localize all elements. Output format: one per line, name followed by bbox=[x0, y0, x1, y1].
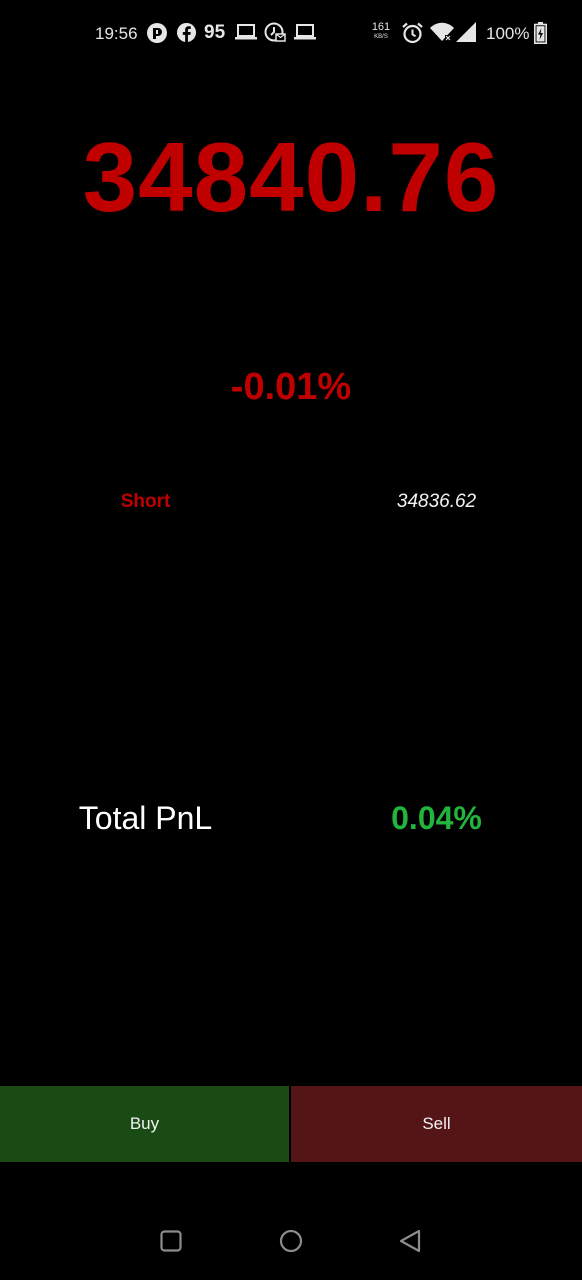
total-pnl-label: Total PnL bbox=[78, 800, 213, 836]
sell-button[interactable]: Sell bbox=[291, 1086, 582, 1162]
network-speed-unit: KB/S bbox=[374, 34, 388, 40]
notification-count: 95 bbox=[204, 22, 226, 43]
network-speed-value: 161 bbox=[371, 21, 391, 33]
mail-clock-icon bbox=[264, 22, 286, 42]
signal-icon bbox=[456, 22, 476, 42]
laptop-icon bbox=[235, 24, 257, 40]
app-icon bbox=[147, 23, 167, 43]
battery-charging-icon bbox=[534, 22, 547, 44]
home-icon[interactable] bbox=[272, 1222, 310, 1260]
network-speed: 161 KB/S bbox=[370, 21, 392, 41]
facebook-icon bbox=[176, 22, 197, 43]
back-icon[interactable] bbox=[391, 1222, 429, 1260]
status-time: 19:56 bbox=[95, 24, 138, 43]
wifi-icon bbox=[430, 22, 454, 41]
current-price: 34840.76 bbox=[82, 122, 500, 232]
total-pnl-value: 0.04% bbox=[391, 800, 482, 836]
laptop-icon bbox=[294, 24, 316, 40]
price-change-percent: -0.01% bbox=[230, 366, 352, 408]
status-bar: 19:56 95 161 KB/S 100% bbox=[0, 0, 582, 66]
buy-button[interactable]: Buy bbox=[0, 1086, 290, 1162]
alarm-icon bbox=[402, 22, 423, 44]
recents-icon[interactable] bbox=[152, 1222, 190, 1260]
entry-price: 34836.62 bbox=[396, 491, 477, 512]
battery-percent: 100% bbox=[486, 24, 530, 43]
position-side: Short bbox=[120, 491, 171, 512]
